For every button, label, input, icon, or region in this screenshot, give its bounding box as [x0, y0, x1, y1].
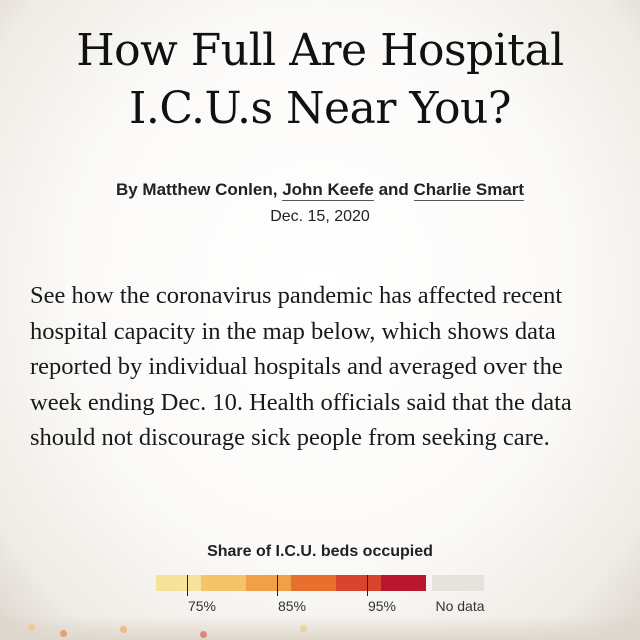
author-matthew-conlen: Matthew Conlen — [142, 180, 273, 199]
legend-tick-85 — [277, 575, 278, 596]
byline-conjunction: and — [373, 180, 414, 199]
legend-tick-label-95: 95% — [367, 598, 397, 614]
headline-line-1: How Full Are Hospital — [76, 25, 564, 76]
legend-no-data-label: No data — [435, 598, 485, 614]
author-link-john-keefe[interactable]: John Keefe — [282, 180, 374, 201]
headline: How Full Are Hospital I.C.U.s Near You? — [0, 22, 640, 138]
map-hospital-dot — [300, 625, 307, 632]
legend-title: Share of I.C.U. beds occupied — [207, 543, 433, 560]
byline: By Matthew Conlen, John Keefe and Charli… — [0, 180, 640, 201]
map-hospital-dot — [60, 630, 67, 637]
publish-date: Dec. 15, 2020 — [270, 208, 370, 225]
legend-swatch-6 — [381, 575, 426, 591]
legend-tick-95 — [367, 575, 368, 596]
author-link-charlie-smart[interactable]: Charlie Smart — [413, 180, 525, 201]
byline-prefix: By — [115, 180, 143, 199]
legend-swatch-5 — [336, 575, 381, 591]
byline-separator: , — [272, 180, 283, 199]
headline-line-2: I.C.U.s Near You? — [129, 83, 511, 134]
legend-tick-75 — [187, 575, 188, 596]
legend-swatch-1 — [156, 575, 201, 591]
legend-tick-label-75: 75% — [187, 598, 217, 614]
map-hospital-dot — [28, 624, 35, 631]
legend-tick-label-85: 85% — [277, 598, 307, 614]
map-preview-strip — [0, 616, 640, 640]
legend-color-scale — [156, 575, 426, 591]
legend-swatch-4 — [291, 575, 336, 591]
map-hospital-dot — [200, 631, 207, 638]
legend-swatch-3 — [246, 575, 291, 591]
legend-swatch-2 — [201, 575, 246, 591]
legend-no-data-swatch — [432, 575, 484, 591]
map-hospital-dot — [120, 626, 127, 633]
article-intro: See how the coronavirus pandemic has aff… — [30, 282, 572, 451]
